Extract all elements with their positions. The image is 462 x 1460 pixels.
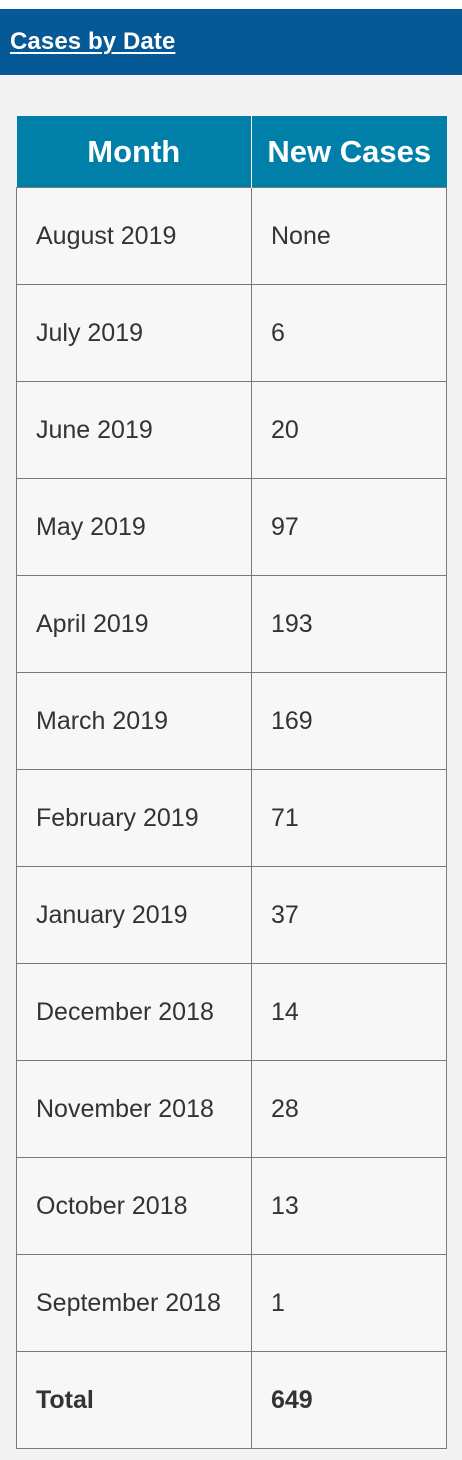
- new-cases-cell: 97: [251, 478, 447, 576]
- new-cases-cell: 14: [251, 963, 447, 1061]
- table-row: June 2019 20: [16, 381, 447, 479]
- cases-by-date-table: Month New Cases August 2019 None July 20…: [16, 116, 447, 1449]
- table-row: December 2018 14: [16, 963, 447, 1061]
- table-total-row: Total 649: [16, 1351, 447, 1449]
- month-cell: December 2018: [16, 963, 252, 1061]
- new-cases-cell: 193: [251, 575, 447, 673]
- table-row: May 2019 97: [16, 478, 447, 576]
- column-header-new-cases: New Cases: [251, 116, 447, 188]
- table-row: February 2019 71: [16, 769, 447, 867]
- month-cell: November 2018: [16, 1060, 252, 1158]
- table-header-row: Month New Cases: [16, 116, 447, 188]
- cases-by-date-link[interactable]: Cases by Date: [10, 28, 176, 55]
- month-cell: March 2019: [16, 672, 252, 770]
- new-cases-cell: None: [251, 187, 447, 285]
- month-cell: May 2019: [16, 478, 252, 576]
- table-row: September 2018 1: [16, 1254, 447, 1352]
- total-label-cell: Total: [16, 1351, 252, 1449]
- month-cell: September 2018: [16, 1254, 252, 1352]
- month-cell: April 2019: [16, 575, 252, 673]
- month-cell: January 2019: [16, 866, 252, 964]
- cases-table-panel: Month New Cases August 2019 None July 20…: [0, 75, 462, 1460]
- new-cases-cell: 20: [251, 381, 447, 479]
- table-row: November 2018 28: [16, 1060, 447, 1158]
- new-cases-cell: 13: [251, 1157, 447, 1255]
- new-cases-cell: 1: [251, 1254, 447, 1352]
- table-row: April 2019 193: [16, 575, 447, 673]
- month-cell: February 2019: [16, 769, 252, 867]
- table-row: October 2018 13: [16, 1157, 447, 1255]
- month-cell: June 2019: [16, 381, 252, 479]
- new-cases-cell: 71: [251, 769, 447, 867]
- total-value-cell: 649: [251, 1351, 447, 1449]
- month-cell: August 2019: [16, 187, 252, 285]
- table-row: August 2019 None: [16, 187, 447, 285]
- new-cases-cell: 6: [251, 284, 447, 382]
- new-cases-cell: 169: [251, 672, 447, 770]
- month-cell: October 2018: [16, 1157, 252, 1255]
- new-cases-cell: 28: [251, 1060, 447, 1158]
- month-cell: July 2019: [16, 284, 252, 382]
- new-cases-cell: 37: [251, 866, 447, 964]
- table-row: March 2019 169: [16, 672, 447, 770]
- table-row: January 2019 37: [16, 866, 447, 964]
- column-header-month: Month: [16, 116, 252, 188]
- table-row: July 2019 6: [16, 284, 447, 382]
- section-header-bar: Cases by Date: [0, 9, 462, 75]
